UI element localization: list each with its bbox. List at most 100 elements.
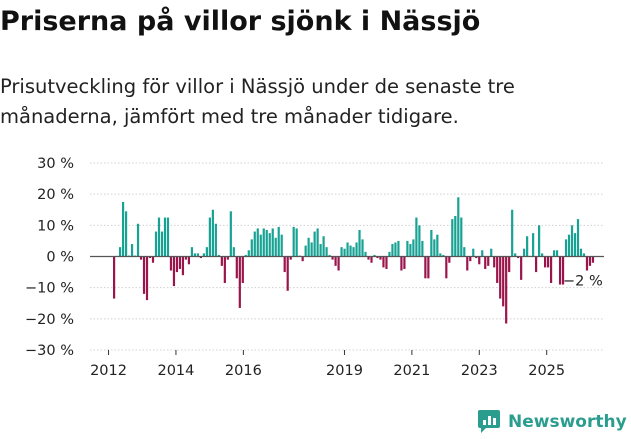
bar [214,223,217,257]
bar [202,253,205,257]
bar [373,254,376,257]
bar [591,256,595,263]
y-tick-label: 20 % [37,187,74,203]
bar [367,256,370,260]
bar [199,256,202,259]
bar [349,245,352,257]
bar [352,247,355,257]
bar [313,231,316,257]
bar [238,256,241,308]
bar [472,248,475,257]
bar [343,248,346,257]
bar [508,256,511,273]
y-tick-label: −10 % [25,281,74,297]
bar [280,234,283,257]
bar [436,234,439,257]
x-tick-label: 2012 [90,363,127,379]
bar [424,256,427,279]
bar [340,247,343,257]
bar [319,244,322,257]
bar [538,225,541,257]
bar [304,245,307,257]
y-tick-label: −30 % [25,343,74,359]
bar [121,201,125,257]
bar [391,244,394,257]
bar [331,256,334,260]
bar [370,256,373,263]
bar [316,228,319,257]
bar [262,228,265,257]
bar [412,239,415,257]
bar [526,236,529,257]
bar [139,256,143,260]
bar [157,217,161,257]
x-tick-label: 2021 [393,363,430,379]
bar [388,251,391,257]
bar [292,226,295,257]
bar [211,209,214,257]
bar [181,256,185,276]
bar [151,256,155,263]
bar [463,247,466,257]
bar [232,247,235,257]
bar [244,254,247,257]
bar-series [113,197,595,324]
bar [445,256,448,279]
bar [169,256,173,271]
bar [277,226,280,257]
bar [322,236,325,257]
bar [124,211,128,257]
x-tick-label: 2019 [326,363,363,379]
bar [217,254,220,257]
bar [193,253,197,257]
y-axis-ticks: 30 % 20 % 10 % 0 % −10 % −20 % −30 % [25,156,74,359]
bar [517,256,520,259]
bar [579,248,583,257]
bar [460,217,463,257]
bar [451,219,454,257]
bar [382,256,385,268]
bar [226,256,229,260]
bar [235,256,238,279]
chart-subtitle: Prisutveckling för villor i Nässjö under… [0,75,515,128]
bar [570,225,574,257]
bar [532,233,535,257]
brand-name: Newsworthy [508,412,627,432]
bar [145,256,149,301]
bar [448,256,451,263]
x-axis-ticks: 2012 2014 2016 2019 2021 2023 2025 [90,350,565,379]
bar [271,228,274,257]
bar [325,247,328,257]
bar [588,256,592,266]
x-tick-label: 2025 [528,363,565,379]
x-tick-label: 2023 [461,363,498,379]
bar [358,230,361,257]
bar [250,239,253,257]
bar [394,242,397,257]
bar [433,239,436,257]
bar [555,250,559,257]
bar [307,237,310,257]
bar [178,256,182,269]
bar [295,228,298,257]
bar [208,217,211,257]
bar [253,231,256,257]
bar [427,256,430,279]
bar [514,253,517,257]
bar [466,256,469,271]
bar [567,234,571,257]
bar [346,242,349,257]
bar [535,256,538,273]
bar [418,225,421,257]
bar [415,217,418,257]
bar [475,256,478,259]
bar [220,256,223,266]
bar [397,240,400,257]
bar [454,215,457,257]
bar [256,228,259,257]
bar [385,256,388,269]
bar [361,239,364,257]
bar [505,256,508,324]
bar [130,244,134,257]
